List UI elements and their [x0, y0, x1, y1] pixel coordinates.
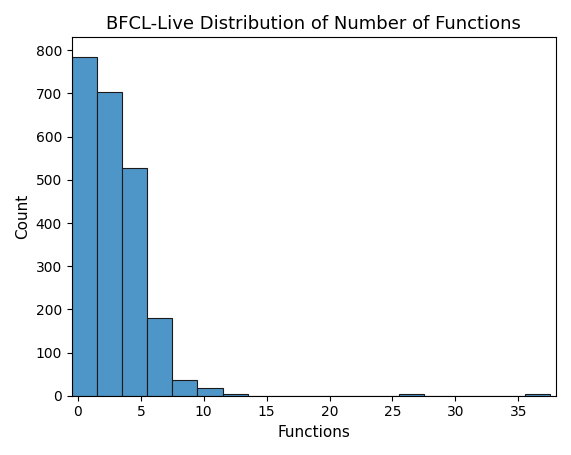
Bar	[399, 394, 424, 396]
Bar	[525, 394, 550, 396]
Bar	[172, 380, 198, 396]
Bar	[198, 389, 223, 396]
Title: BFCL-Live Distribution of Number of Functions: BFCL-Live Distribution of Number of Func…	[106, 15, 521, 33]
Bar	[147, 318, 172, 396]
Bar	[71, 57, 97, 396]
Bar	[97, 92, 122, 396]
Bar	[122, 168, 147, 396]
X-axis label: Functions: Functions	[278, 425, 350, 440]
Bar	[223, 394, 248, 396]
Y-axis label: Count: Count	[15, 194, 30, 239]
